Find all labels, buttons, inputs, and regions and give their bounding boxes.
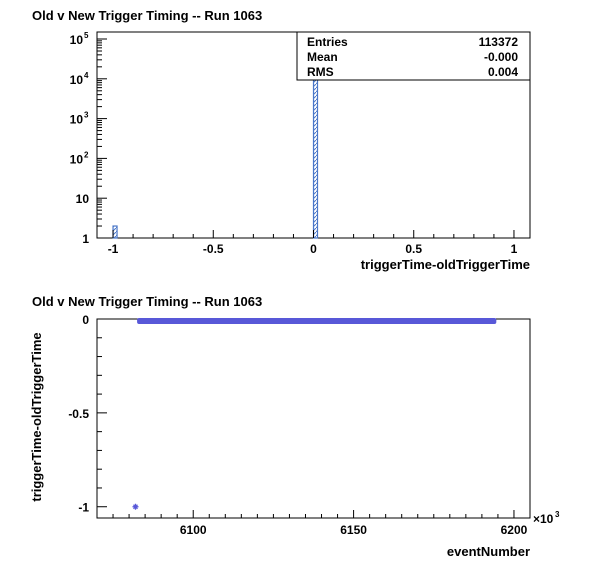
histogram-x-tick-label: 0 (310, 242, 317, 256)
histogram-y-tick-label: 1 (82, 232, 89, 246)
stats-entries-label: Entries (307, 35, 348, 49)
scatter-y-tick-label: 0 (82, 313, 89, 327)
scatter-x-multiplier: ×10 (533, 512, 554, 526)
stats-entries-value: 113372 (478, 35, 518, 49)
stats-mean-value: -0.000 (483, 50, 518, 64)
histogram-y-tick-exponent: 2 (84, 150, 89, 159)
histogram-bar (112, 225, 118, 239)
histogram-x-tick-label: -1 (108, 242, 119, 256)
histogram-x-tick-label: 1 (511, 242, 518, 256)
scatter-x-tick-label: 6150 (340, 523, 367, 537)
scatter-x-multiplier-exponent: 3 (555, 510, 560, 519)
histogram-x-axis-label: triggerTime-oldTriggerTime (361, 257, 530, 272)
scatter-y-tick-label: -1 (78, 501, 89, 515)
histogram-y-tick-label: 10 (70, 113, 84, 127)
scatter-frame (96, 318, 531, 519)
histogram-y-tick-label: 10 (70, 33, 84, 47)
scatter-point-stroke (133, 504, 138, 510)
histogram-title: Old v New Trigger Timing -- Run 1063 (32, 8, 263, 23)
histogram-y-tick-exponent: 3 (84, 111, 89, 120)
scatter-x-tick-label: 6100 (180, 523, 207, 537)
stats-box (296, 31, 531, 81)
scatter-y-axis-label: triggerTime-oldTriggerTime (29, 332, 44, 501)
histogram-y-tick-exponent: 5 (84, 31, 89, 40)
scatter-y-tick-label: -0.5 (68, 407, 89, 421)
histogram-x-tick-label: -0.5 (203, 242, 224, 256)
histogram-y-tick-exponent: 4 (84, 71, 89, 80)
scatter-title: Old v New Trigger Timing -- Run 1063 (32, 294, 263, 309)
stats-rms-value: 0.004 (487, 65, 518, 79)
scatter-x-axis-label: eventNumber (447, 544, 530, 559)
scatter-x-tick-label: 6200 (501, 523, 528, 537)
scatter-point (132, 503, 139, 510)
scatter-point-band (137, 318, 497, 324)
stats-mean-label: Mean (307, 50, 338, 64)
histogram-y-tick-label: 10 (70, 73, 84, 87)
stats-rms-label: RMS (307, 65, 334, 79)
histogram-x-tick-label: 0.5 (405, 242, 422, 256)
histogram-y-tick-label: 10 (70, 152, 84, 166)
histogram-y-tick-label: 10 (76, 192, 90, 206)
